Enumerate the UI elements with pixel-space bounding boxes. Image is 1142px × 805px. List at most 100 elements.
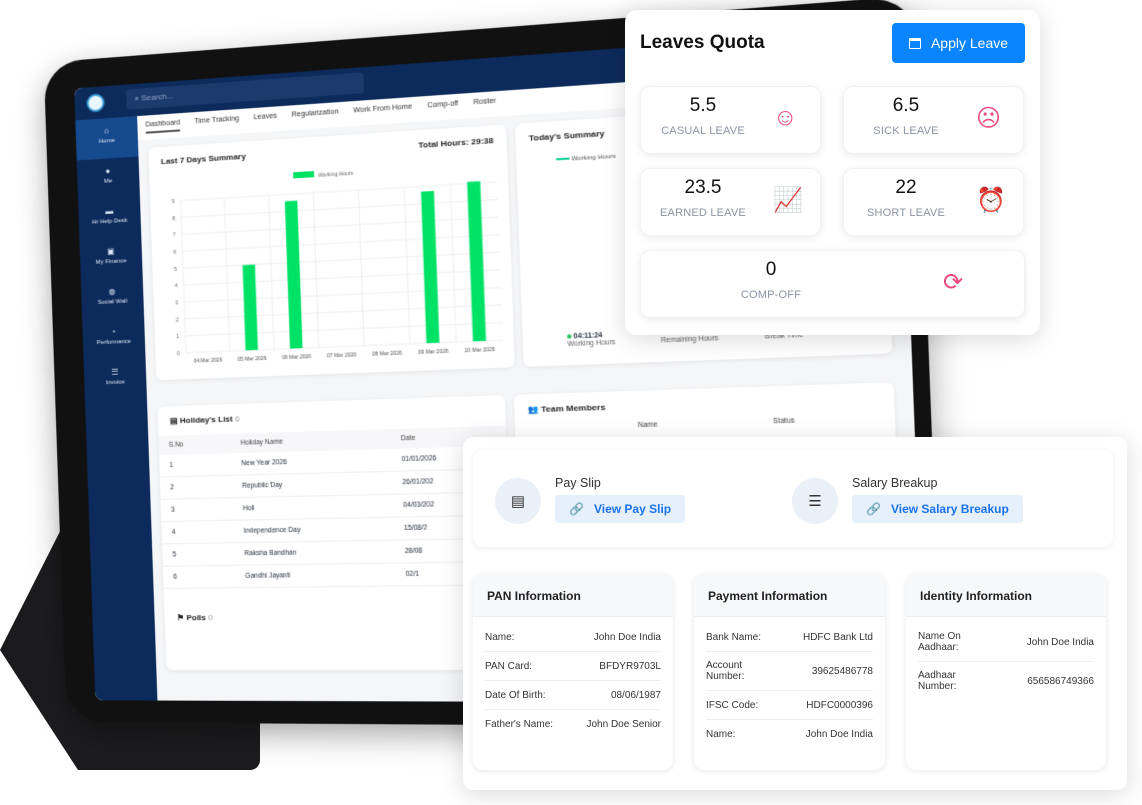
gridline xyxy=(181,200,498,218)
x-tick-label: 08 Mar 2026 xyxy=(372,350,402,357)
field-value: BFDYR9703L xyxy=(599,660,661,672)
card-title: Payment Information xyxy=(694,574,885,617)
field-value: 656586749366 xyxy=(1027,675,1094,687)
leave-type: EARNED LEAVE xyxy=(660,207,746,219)
info-row: PAN Card: BFDYR9703L xyxy=(485,652,661,681)
gridline xyxy=(404,187,410,343)
table-row: 6 Gandhi Jayanti 02/1 xyxy=(162,561,512,589)
view-pay-slip-button[interactable]: 🔗 View Pay Slip xyxy=(555,495,686,523)
payment-information-card: Payment Information Bank Name: HDFC Bank L… xyxy=(694,574,885,770)
leave-count: 5.5 xyxy=(689,95,717,116)
field-value: John Doe Senior xyxy=(586,719,662,730)
list-icon: ☰ xyxy=(792,478,838,524)
info-row: Aadhaar Number: 656586749366 xyxy=(918,662,1094,700)
tab-dashboard[interactable]: Dashboard xyxy=(145,119,181,134)
x-tick-label: 06 Mar 2026 xyxy=(282,354,312,361)
info-row: Name: John Doe India xyxy=(485,623,661,652)
sidebar-item-label: Performance xyxy=(96,338,132,347)
leave-card-comp-off: 0 COMP-OFF ⟳ xyxy=(640,250,1025,318)
gridline xyxy=(185,305,502,319)
leave-card-sick-leave: 6.5 SICK LEAVE ☹ xyxy=(843,86,1024,154)
finance-panel: ▤ Pay Slip 🔗 View Pay Slip ☰ Salary Break… xyxy=(463,437,1127,790)
legend-swatch xyxy=(293,170,315,179)
gridline xyxy=(269,195,274,349)
sidebar-item-label: Invoice xyxy=(105,379,125,387)
field-value: 39625486778 xyxy=(811,665,873,677)
leave-type: COMP-OFF xyxy=(740,289,802,301)
table-cell: Gandhi Jayanti xyxy=(234,563,396,588)
gridline xyxy=(184,287,501,302)
gridline xyxy=(450,185,456,342)
field-label: Bank Name: xyxy=(706,631,762,643)
info-row: Account Number: 39625486778 xyxy=(706,652,873,691)
tab-leaves[interactable]: Leaves xyxy=(253,112,278,122)
field-value: HDFC0000396 xyxy=(806,699,873,711)
gridline xyxy=(181,201,186,353)
gridline xyxy=(181,182,498,201)
y-tick-label: 9 xyxy=(172,199,175,205)
gridline xyxy=(182,235,499,252)
sidebar-item-label: Hr Help Desk xyxy=(91,217,128,226)
table-cell: 3 xyxy=(160,497,234,522)
sidebar-item-invoice[interactable]: ☰ Invoice xyxy=(84,358,147,401)
table-cell: Republic Day xyxy=(231,471,393,498)
salary-breakup-label: Salary Breakup xyxy=(852,476,938,490)
leaves-quota-panel: Leaves Quota Apply Leave 5.5 CASUAL LEAVE… xyxy=(625,10,1040,335)
total-hours: Total Hours: 29:38 xyxy=(418,135,494,150)
payslip-section: ▤ Pay Slip 🔗 View Pay Slip ☰ Salary Break… xyxy=(473,450,1113,547)
sidebar-item-label: Home xyxy=(98,137,115,145)
field-label: Account Number: xyxy=(706,660,745,682)
tab-work-from-home[interactable]: Work From Home xyxy=(353,103,413,115)
apply-leave-button[interactable]: Apply Leave xyxy=(892,23,1025,63)
gridline xyxy=(313,193,318,348)
x-tick-label: 07 Mar 2026 xyxy=(327,352,357,359)
tab-comp-off[interactable]: Comp-off xyxy=(427,100,459,110)
x-tick-label: 10 Mar 2026 xyxy=(464,347,495,355)
link-icon: 🔗 xyxy=(866,502,881,516)
sidebar-item-me[interactable]: ● Me xyxy=(77,156,140,200)
table-cell: 4 xyxy=(161,520,234,544)
tab-time-tracking[interactable]: Time Tracking xyxy=(194,115,240,126)
tab-regularization[interactable]: Regularization xyxy=(291,108,339,119)
team-icon: 👥 xyxy=(527,404,542,415)
user-icon: ● xyxy=(105,166,111,176)
sidebar: ⌂ Home ● Me ▬ Hr Help Desk ▣ My Finance ◍ Social … xyxy=(75,116,158,701)
x-tick-label: 04 Mar 2026 xyxy=(194,357,223,364)
leave-card-short-leave: 22 SHORT LEAVE ⏰ xyxy=(843,168,1024,236)
field-label: PAN Card: xyxy=(485,660,533,672)
table-cell: Raksha Bandhan xyxy=(233,540,395,566)
bar xyxy=(284,200,303,349)
table-cell: 1 xyxy=(159,453,232,477)
sidebar-item-my-finance[interactable]: ▣ My Finance xyxy=(79,237,142,280)
pan-information-card: PAN Information Name: John Doe India PAN Ca… xyxy=(473,574,673,770)
table-cell: 6 xyxy=(162,565,236,589)
gridline xyxy=(186,340,503,353)
sidebar-item-social-wall[interactable]: ◍ Social Wall xyxy=(81,278,144,321)
holiday-list-card: ▤ Holiday's List 6 S.No Holiday Name Date 1… xyxy=(157,395,515,671)
sidebar-item-performance[interactable]: ◔ Performance xyxy=(82,318,145,361)
sidebar-item-hr-help-desk[interactable]: ▬ Hr Help Desk xyxy=(78,197,141,241)
field-value: HDFC Bank Ltd xyxy=(802,631,873,643)
leave-type: CASUAL LEAVE xyxy=(661,125,745,137)
payslip-label: Pay Slip xyxy=(555,476,601,490)
leave-count: 6.5 xyxy=(892,95,920,116)
card-title: Identity Information xyxy=(906,574,1106,617)
dashboard-screen: ⌕ Search... ⌂ Home ● Me ▬ Hr Help Desk ▣ My Fin… xyxy=(74,27,926,704)
sad-icon: ☹ xyxy=(976,105,1002,132)
sidebar-item-home[interactable]: ⌂ Home xyxy=(75,116,139,161)
home-icon: ⌂ xyxy=(103,126,110,136)
gridline xyxy=(184,270,501,285)
card-title: Holiday's List xyxy=(179,414,233,426)
last-7-days-card: Last 7 Days Summary Total Hours: 29:38 Wo… xyxy=(148,124,515,381)
table-cell: 2 xyxy=(159,475,233,500)
y-tick-label: 7 xyxy=(173,233,176,239)
refresh-icon: ⟳ xyxy=(943,269,964,296)
view-salary-breakup-button[interactable]: 🔗 View Salary Breakup xyxy=(852,495,1023,523)
gridline xyxy=(185,323,502,336)
leave-type: SHORT LEAVE xyxy=(866,207,945,219)
tab-roster[interactable]: Roster xyxy=(473,97,497,107)
link-icon: 🔗 xyxy=(569,502,584,516)
card-title: Team Members xyxy=(540,402,606,415)
table-cell: Holi xyxy=(232,494,393,521)
identity-information-card: Identity Information Name On Aadhaar: John… xyxy=(906,574,1106,770)
